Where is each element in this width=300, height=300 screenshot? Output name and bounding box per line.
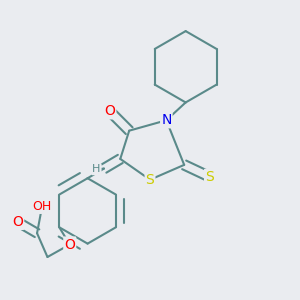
- Text: H: H: [92, 164, 101, 174]
- Text: O: O: [12, 215, 23, 229]
- Text: O: O: [64, 238, 75, 251]
- Text: OH: OH: [32, 200, 51, 213]
- Text: N: N: [161, 113, 172, 127]
- Text: O: O: [104, 104, 115, 118]
- Text: S: S: [146, 173, 154, 187]
- Text: S: S: [205, 170, 214, 184]
